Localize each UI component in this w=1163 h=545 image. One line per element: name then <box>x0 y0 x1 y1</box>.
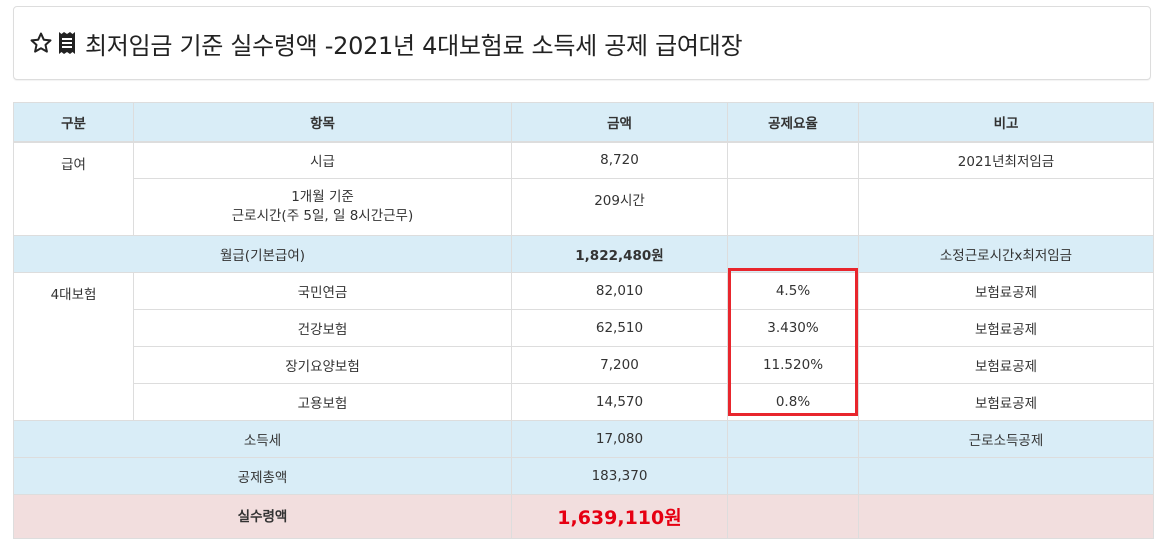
item-cell: 시급 <box>133 141 512 179</box>
item-cell: 1개월 기준 근로시간(주 5일, 일 8시간근무) <box>133 178 512 236</box>
rate-cell: 3.430% <box>727 309 859 347</box>
item-line: 근로시간(주 5일, 일 8시간근무) <box>231 208 414 224</box>
note-cell: 보험료공제 <box>858 383 1154 421</box>
category-salary: 급여 <box>13 141 134 236</box>
table-row-income-tax: 소득세 17,080 근로소득공제 <box>13 420 1154 458</box>
payroll-table: 구분 항목 금액 공제요율 비고 급여 시급 8,720 2021년최저임금 1… <box>13 102 1154 539</box>
page-title: 최저임금 기준 실수령액 -2021년 4대보험료 소득세 공제 급여대장 <box>85 31 743 60</box>
amount-cell: 62,510 <box>511 309 728 347</box>
note-cell: 보험료공제 <box>858 309 1154 347</box>
title-panel: 최저임금 기준 실수령액 -2021년 4대보험료 소득세 공제 급여대장 <box>13 6 1151 80</box>
note-cell <box>858 494 1154 539</box>
amount-cell: 8,720 <box>511 141 728 179</box>
amount-cell: 14,570 <box>511 383 728 421</box>
rate-cell <box>727 235 859 273</box>
note-cell <box>858 178 1154 236</box>
amount-cell: 183,370 <box>511 457 728 495</box>
note-cell: 근로소득공제 <box>858 420 1154 458</box>
table-row: 4대보험 국민연금 82,010 4.5% 보험료공제 <box>13 272 1154 421</box>
item-cell: 장기요양보험 <box>133 346 512 384</box>
table-row-monthly: 월급(기본급여) 1,822,480원 소정근로시간x최저임금 <box>13 235 1154 273</box>
table-row: 건강보험 62,510 3.430% 보험료공제 <box>14 309 1154 347</box>
rate-highlight-box <box>728 268 858 416</box>
table-row: 고용보험 14,570 0.8% 보험료공제 <box>14 383 1154 421</box>
table-row-net-pay: 실수령액 1,639,110원 <box>13 494 1154 539</box>
item-cell: 소득세 <box>13 420 512 458</box>
rate-cell <box>727 494 859 539</box>
table-header-row: 구분 항목 금액 공제요율 비고 <box>13 102 1154 143</box>
item-cell: 국민연금 <box>133 272 512 310</box>
amount-cell: 209시간 <box>511 178 728 236</box>
table-row: 장기요양보험 7,200 11.520% 보험료공제 <box>14 346 1154 384</box>
header-item: 항목 <box>133 102 512 143</box>
amount-cell: 17,080 <box>511 420 728 458</box>
amount-cell: 1,822,480원 <box>511 235 728 273</box>
item-cell: 실수령액 <box>13 494 512 539</box>
item-cell: 고용보험 <box>133 383 512 421</box>
table-row: 급여 시급 8,720 2021년최저임금 <box>13 141 1154 236</box>
header-amount: 금액 <box>511 102 728 143</box>
star-outline-icon <box>29 31 53 55</box>
header-note: 비고 <box>858 102 1154 143</box>
rate-cell: 4.5% <box>727 272 859 310</box>
net-pay-value: 1,639,110원 <box>557 507 682 529</box>
rate-cell <box>727 178 859 236</box>
amount-cell: 82,010 <box>511 272 728 310</box>
header-category: 구분 <box>13 102 134 143</box>
rate-cell <box>727 457 859 495</box>
item-cell: 공제총액 <box>13 457 512 495</box>
category-insurance: 4대보험 <box>13 272 134 421</box>
table-row: 1개월 기준 근로시간(주 5일, 일 8시간근무) 209시간 <box>14 178 1154 236</box>
table-row-total-deduction: 공제총액 183,370 <box>13 457 1154 495</box>
item-cell: 건강보험 <box>133 309 512 347</box>
rate-cell <box>727 141 859 179</box>
amount-cell: 7,200 <box>511 346 728 384</box>
receipt-icon <box>57 31 77 55</box>
note-cell <box>858 457 1154 495</box>
note-cell: 2021년최저임금 <box>858 141 1154 179</box>
header-rate: 공제요율 <box>727 102 859 143</box>
rate-cell <box>727 420 859 458</box>
note-cell: 보험료공제 <box>858 346 1154 384</box>
net-pay-amount: 1,639,110원 <box>511 494 728 539</box>
note-cell: 소정근로시간x최저임금 <box>858 235 1154 273</box>
item-cell: 월급(기본급여) <box>13 235 512 273</box>
item-line: 1개월 기준 <box>291 189 354 205</box>
note-cell: 보험료공제 <box>858 272 1154 310</box>
